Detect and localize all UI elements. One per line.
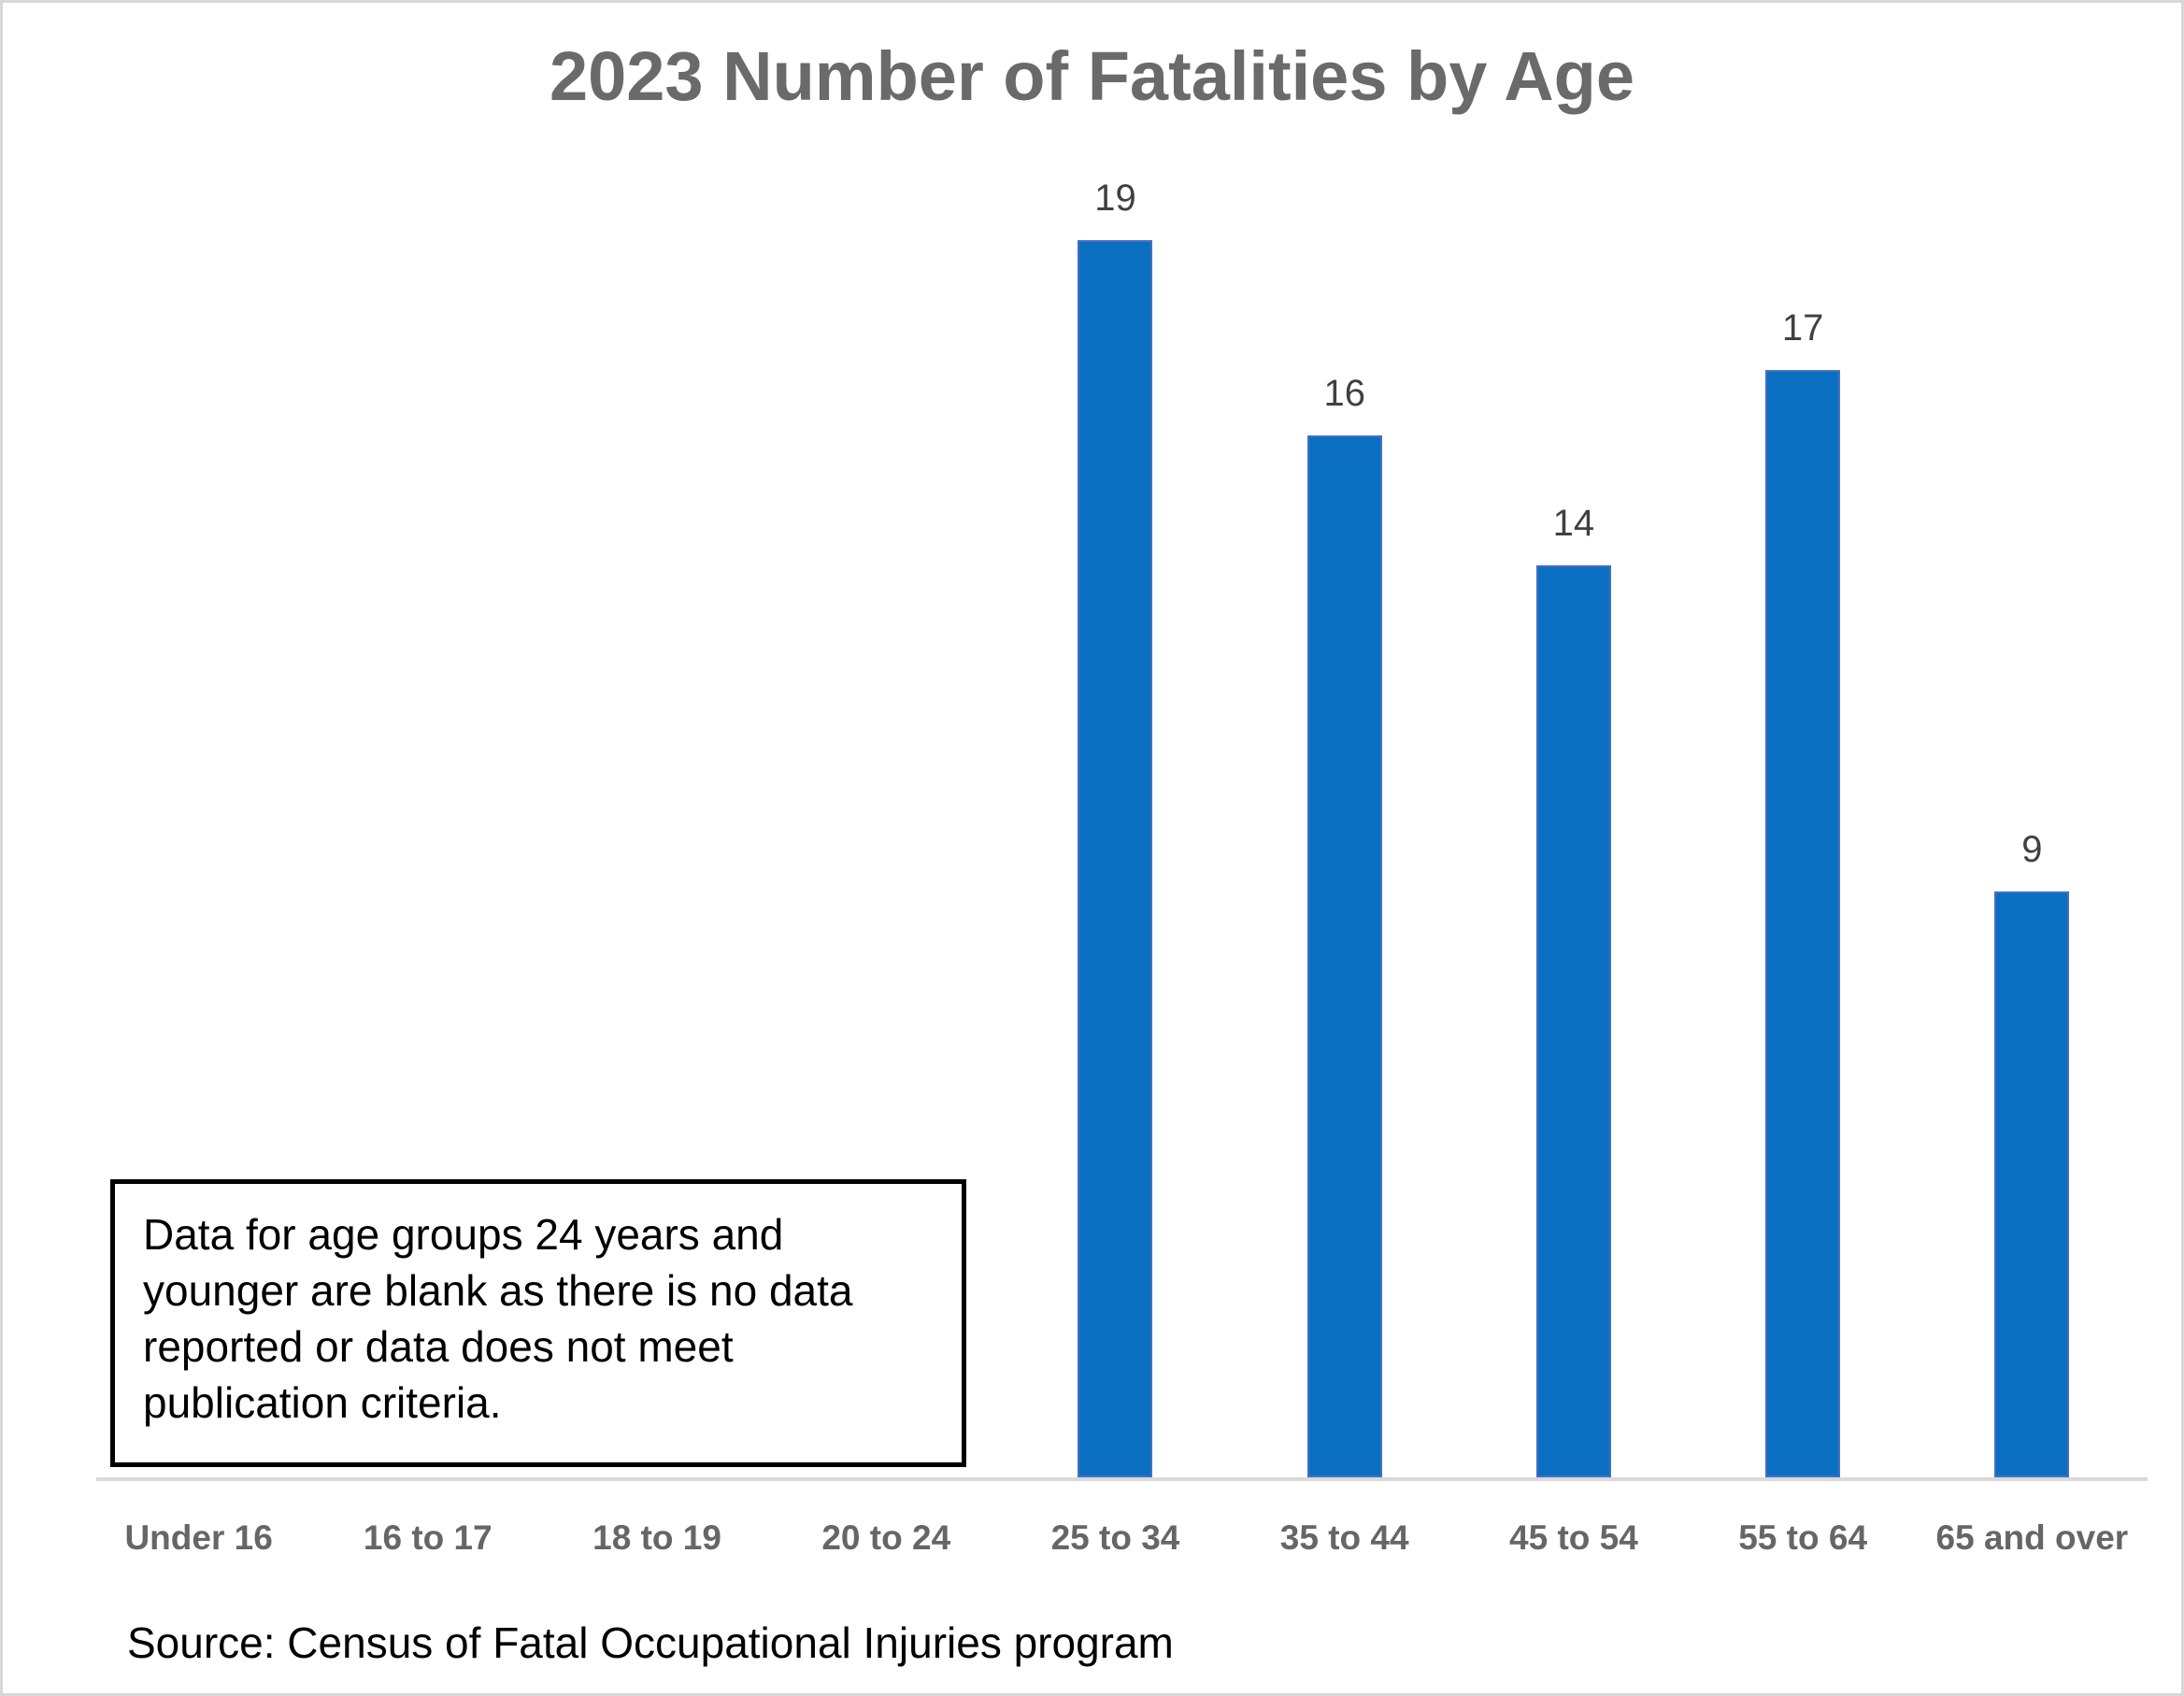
- x-axis-line: [96, 1477, 2148, 1481]
- bar-slot: 14: [1459, 175, 1688, 1477]
- x-axis-label: 45 to 54: [1509, 1518, 1638, 1557]
- source-note: Source: Census of Fatal Occupational Inj…: [127, 1618, 1174, 1667]
- x-axis-label: 35 to 44: [1279, 1518, 1409, 1557]
- bar-value-label: 14: [1552, 503, 1595, 544]
- x-axis-label: 20 to 24: [821, 1518, 951, 1557]
- annotation-box: Data for age groups 24 years and younger…: [110, 1179, 966, 1467]
- bar: [1994, 891, 2070, 1477]
- bar-value-label: 19: [1094, 178, 1136, 219]
- chart-title: 2023 Number of Fatalities by Age: [549, 37, 1635, 115]
- bar-value-label: 9: [2021, 829, 2043, 870]
- bar: [1078, 240, 1153, 1477]
- bar-slot: 19: [1001, 175, 1230, 1477]
- x-axis-label: 18 to 19: [592, 1518, 721, 1557]
- bar-slot: 16: [1230, 175, 1459, 1477]
- bar-slot: 9: [1918, 175, 2147, 1477]
- bar-slot: 17: [1689, 175, 1918, 1477]
- x-axis-label: Under 16: [124, 1518, 273, 1557]
- x-axis-label: 16 to 17: [363, 1518, 492, 1557]
- bar-value-label: 16: [1323, 373, 1365, 414]
- bar: [1535, 565, 1611, 1477]
- bar: [1765, 370, 1841, 1477]
- bar-value-label: 17: [1781, 307, 1824, 349]
- plot-area: 19 16 14 17 9: [84, 175, 2147, 1477]
- x-axis-label: 55 to 64: [1738, 1518, 1868, 1557]
- bar: [1306, 435, 1382, 1477]
- x-axis-label: 65 and over: [1935, 1518, 2129, 1557]
- x-axis-label: 25 to 34: [1050, 1518, 1180, 1557]
- x-axis-labels: Under 16 16 to 17 18 to 19 20 to 24 25 to 34…: [84, 1518, 2147, 1558]
